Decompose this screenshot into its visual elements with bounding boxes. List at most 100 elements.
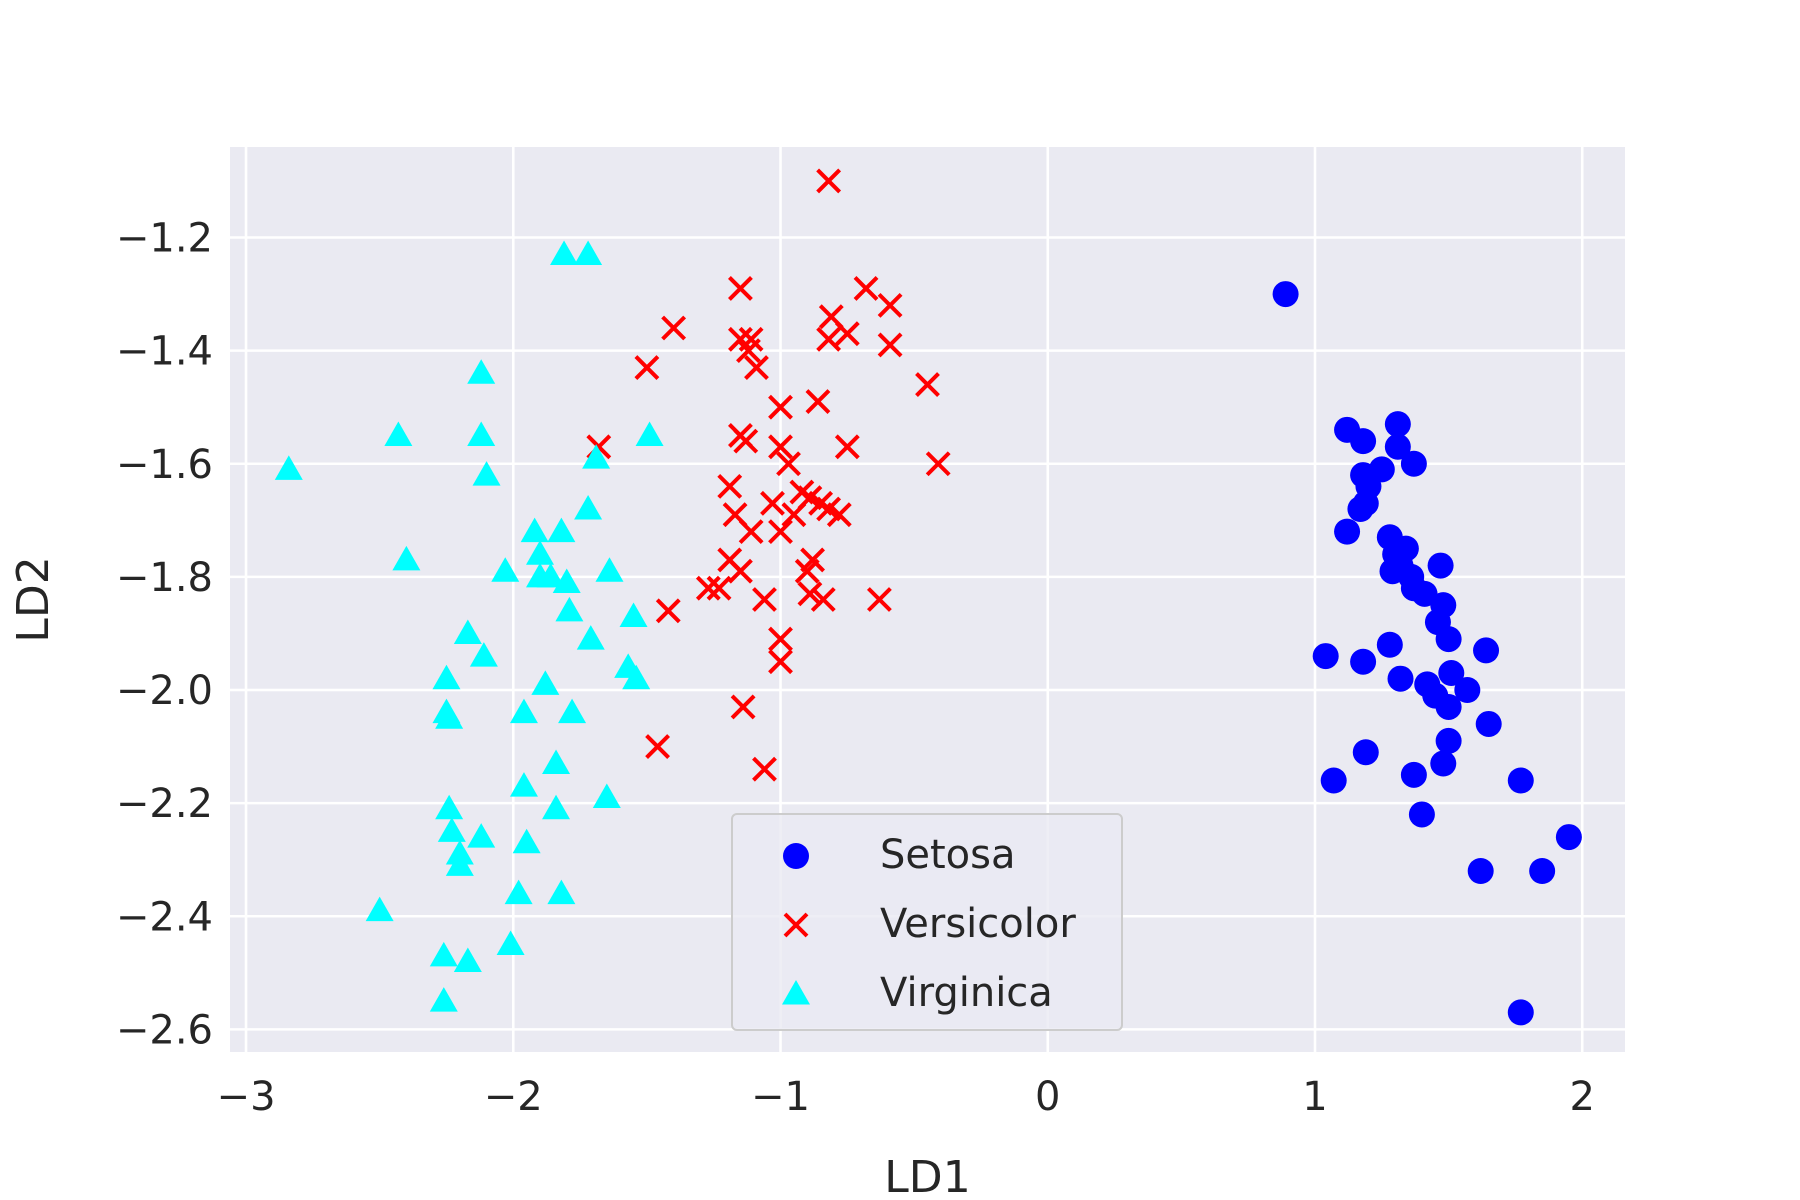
data-point	[1352, 739, 1379, 766]
x-axis-label: LD1	[884, 1152, 970, 1200]
data-point	[1334, 518, 1361, 545]
data-point	[365, 896, 394, 922]
data-point	[768, 394, 793, 420]
data-point	[853, 275, 879, 301]
data-point	[1272, 281, 1299, 308]
data-point	[384, 421, 413, 446]
y-tick-label: −1.4	[116, 329, 213, 375]
legend-entry-virginica: Virginica	[782, 970, 1053, 1016]
data-point	[1411, 580, 1438, 607]
data-point	[558, 698, 587, 724]
data-point	[622, 664, 651, 690]
data-point	[717, 473, 743, 499]
data-point	[1400, 761, 1427, 788]
data-point	[1454, 677, 1481, 703]
x-tick-label: −1	[751, 1074, 810, 1120]
data-point	[1368, 456, 1395, 483]
y-tick-label: −2.6	[116, 1007, 213, 1053]
data-point	[619, 602, 648, 627]
data-point	[509, 772, 538, 797]
data-point	[915, 372, 940, 397]
data-point	[768, 434, 793, 460]
data-point	[582, 444, 611, 469]
data-point	[520, 517, 549, 543]
data-point	[738, 519, 764, 545]
data-point	[1408, 801, 1435, 828]
data-point	[509, 698, 538, 724]
data-point	[453, 619, 482, 644]
data-point	[695, 575, 721, 601]
data-point	[1400, 450, 1427, 477]
legend-label: Setosa	[880, 832, 1016, 878]
data-point	[1350, 428, 1377, 455]
data-point	[472, 461, 501, 486]
legend-entry-versicolor: Versicolor	[783, 901, 1076, 947]
data-point	[1320, 767, 1347, 794]
data-point	[661, 315, 687, 341]
y-tick-label: −2.2	[116, 781, 213, 827]
data-point	[504, 879, 533, 905]
data-point	[805, 389, 831, 414]
y-axis-label: LD2	[8, 556, 59, 642]
data-point	[730, 694, 756, 720]
data-point	[1555, 824, 1582, 851]
data-point	[512, 828, 541, 854]
x-tick-label: 1	[1302, 1074, 1327, 1120]
data-point	[834, 321, 860, 347]
series-virginica	[274, 240, 664, 1012]
data-point	[645, 734, 671, 759]
data-point	[1438, 660, 1465, 687]
x-tick-label: 2	[1570, 1074, 1595, 1120]
data-point	[550, 240, 579, 265]
legend-label: Versicolor	[880, 901, 1076, 947]
data-point	[574, 495, 603, 520]
y-tick-label: −2.4	[116, 894, 213, 940]
data-point	[1350, 648, 1377, 675]
data-point	[794, 558, 820, 584]
data-point	[1387, 665, 1414, 692]
data-point	[760, 490, 785, 516]
data-point	[733, 428, 759, 454]
data-point	[706, 575, 732, 601]
data-point	[496, 930, 525, 956]
data-point	[781, 502, 807, 528]
data-point	[574, 240, 603, 265]
data-point	[816, 326, 842, 352]
data-point	[797, 581, 823, 607]
data-point	[491, 557, 520, 582]
data-point	[1473, 637, 1500, 664]
data-point	[542, 794, 571, 820]
data-point	[1376, 631, 1403, 658]
y-tick-label: −1.8	[116, 555, 213, 601]
y-tick-label: −1.6	[116, 442, 213, 488]
data-point	[1435, 693, 1462, 720]
data-point	[1507, 999, 1534, 1026]
data-point	[274, 455, 303, 480]
data-point	[445, 851, 474, 876]
data-point	[1384, 411, 1411, 438]
data-point	[467, 359, 496, 384]
data-point	[728, 326, 753, 352]
data-point	[877, 332, 903, 358]
data-point	[526, 540, 554, 565]
data-point	[816, 168, 842, 194]
data-point	[437, 817, 466, 842]
data-point	[467, 421, 496, 446]
data-point	[1435, 727, 1462, 754]
legend-label: Virginica	[880, 970, 1053, 1016]
data-point	[1507, 767, 1534, 794]
data-point	[547, 879, 576, 905]
data-point	[866, 587, 892, 612]
data-point	[435, 794, 464, 820]
data-point	[1475, 710, 1502, 737]
data-point	[531, 670, 560, 695]
data-point	[595, 557, 624, 582]
data-point	[768, 649, 793, 675]
data-point	[736, 338, 761, 364]
y-tick-label: −2.0	[116, 668, 213, 714]
data-point	[834, 434, 860, 460]
legend-marker	[783, 843, 809, 869]
data-point	[469, 642, 498, 667]
data-point	[453, 947, 482, 972]
